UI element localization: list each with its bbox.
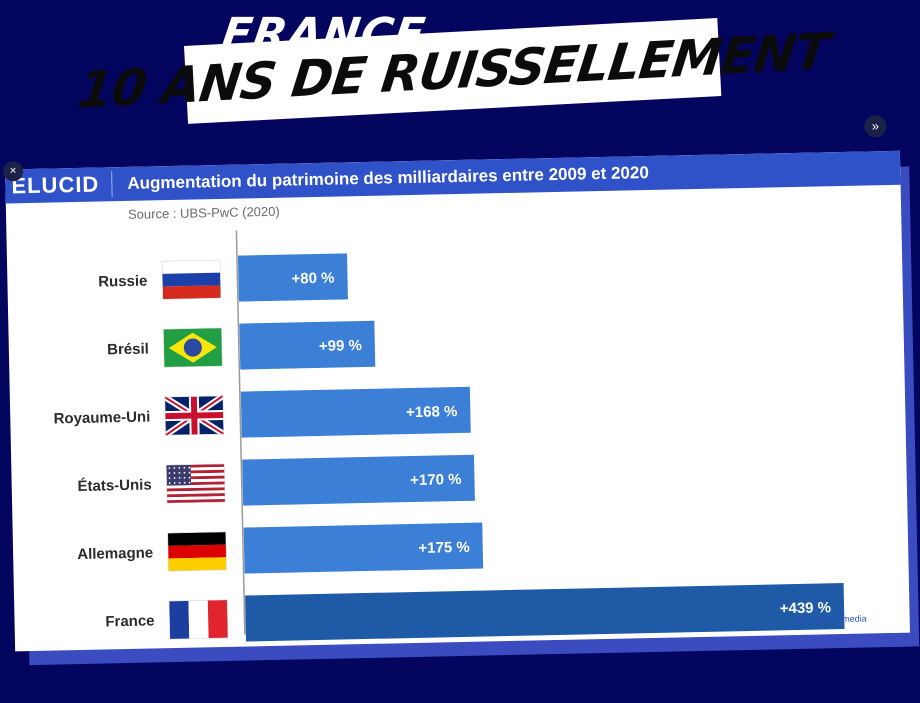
category-label: Royaume-Uni	[53, 408, 150, 427]
flag-border	[161, 259, 222, 300]
flag-border	[163, 327, 223, 368]
category-label: Russie	[98, 273, 148, 291]
flag-uk-icon	[163, 393, 226, 438]
category-label: Allemagne	[77, 544, 153, 563]
y-axis-line	[235, 230, 246, 635]
bar	[243, 522, 484, 574]
bar	[239, 320, 376, 370]
flag-part	[173, 467, 176, 469]
flag-part	[166, 496, 226, 501]
flag-part	[178, 471, 181, 474]
flag-part	[188, 476, 191, 479]
flag-part	[168, 482, 171, 484]
flag-part	[183, 338, 202, 357]
flag-russia-icon	[161, 259, 222, 300]
flag-part	[167, 544, 227, 559]
bar	[240, 386, 471, 438]
flag-usa-icon	[166, 463, 226, 504]
flag-part	[173, 482, 176, 484]
category-label: Brésil	[107, 341, 149, 359]
data-label: +80 %	[291, 270, 334, 288]
flag-part	[166, 484, 225, 489]
flag-france-icon	[168, 599, 229, 640]
flag-border	[168, 599, 229, 640]
data-label: +439 %	[780, 599, 832, 617]
flag-part	[166, 493, 225, 498]
data-label: +168 %	[406, 403, 458, 421]
flag-germany-icon	[167, 531, 227, 572]
bar	[242, 454, 475, 506]
flag-part	[162, 285, 221, 300]
data-label: +175 %	[418, 539, 470, 557]
flag-part	[169, 600, 190, 640]
flag-brazil-icon	[163, 327, 223, 368]
flag-border	[167, 531, 227, 572]
flag-part	[188, 466, 191, 469]
flag-border	[164, 395, 224, 436]
flag-part	[183, 471, 186, 474]
expand-icon[interactable]: »	[864, 115, 887, 138]
flag-part	[178, 476, 181, 479]
flag-part	[162, 259, 221, 274]
flag-part	[166, 487, 225, 492]
flag-part	[165, 411, 224, 420]
flag-part	[168, 467, 171, 470]
flag-part	[188, 481, 191, 484]
flag-part	[207, 599, 228, 639]
flag-part	[173, 477, 176, 479]
flag-part	[168, 557, 227, 572]
flag-part	[167, 531, 226, 546]
flag-part	[188, 600, 209, 639]
bar	[245, 583, 845, 642]
flag-part	[183, 466, 186, 469]
bar-chart: Russie +80 % Brésil +99 % Royaume-Uni +168 % É…	[53, 230, 845, 642]
flag-part	[168, 472, 171, 475]
flag-part	[173, 472, 176, 474]
data-label: +170 %	[410, 471, 462, 489]
flag-part	[188, 471, 191, 474]
flag-part	[183, 481, 186, 484]
flag-part	[168, 477, 171, 479]
data-label: +99 %	[319, 337, 362, 355]
credit-link[interactable]: www.elucid.media	[794, 613, 867, 626]
flag-part	[178, 466, 181, 469]
flag-border	[166, 463, 226, 504]
flag-part	[166, 490, 225, 495]
flag-part	[178, 481, 181, 484]
flag-part	[162, 272, 221, 287]
category-label: France	[105, 612, 155, 630]
chart-card: ELUCID Augmentation du patrimoine des mi…	[5, 150, 910, 652]
category-label: États-Unis	[77, 476, 152, 495]
flag-part	[183, 476, 186, 479]
bar	[237, 253, 348, 302]
flag-part	[166, 464, 192, 486]
